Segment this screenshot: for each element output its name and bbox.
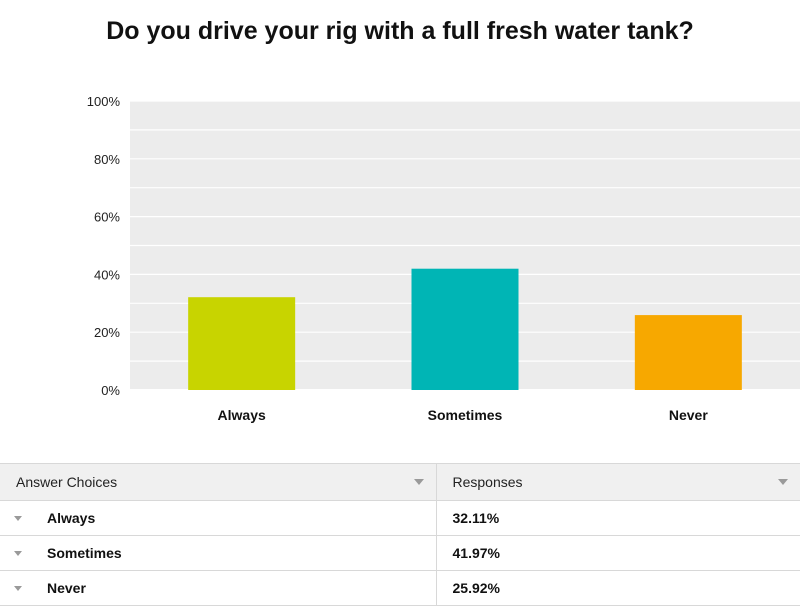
expand-row-icon[interactable] <box>14 516 22 521</box>
bar <box>188 297 296 390</box>
response-cell: 41.97% <box>435 535 800 571</box>
y-tick-label: 100% <box>87 94 121 109</box>
y-tick-label: 40% <box>94 267 120 282</box>
y-tick-label: 80% <box>94 152 120 167</box>
x-tick-label: Sometimes <box>428 407 503 423</box>
answer-choice-label: Never <box>47 580 86 596</box>
x-tick-label: Never <box>669 407 708 423</box>
header-answer-choices-label: Answer Choices <box>16 474 118 490</box>
header-answer-choices[interactable]: Answer Choices <box>0 463 436 501</box>
header-responses[interactable]: Responses <box>435 463 800 501</box>
table-row: Always 32.11% <box>0 500 800 536</box>
answer-choice-cell: Never <box>0 570 436 606</box>
response-cell: 25.92% <box>435 570 800 606</box>
table-header-row: Answer Choices Responses <box>0 463 800 501</box>
expand-row-icon[interactable] <box>14 551 22 556</box>
table-row: Sometimes 41.97% <box>0 535 800 571</box>
answer-choice-label: Always <box>47 510 96 526</box>
response-cell: 32.11% <box>435 500 800 536</box>
y-tick-label: 60% <box>94 210 120 225</box>
bar <box>411 268 519 390</box>
header-responses-label: Responses <box>452 474 523 490</box>
answer-choice-cell: Always <box>0 500 436 536</box>
y-tick-label: 20% <box>94 325 120 340</box>
answer-choice-label: Sometimes <box>47 545 122 561</box>
sort-dropdown-icon[interactable] <box>778 479 788 485</box>
y-tick-label: 0% <box>101 383 120 398</box>
sort-dropdown-icon[interactable] <box>413 479 424 485</box>
table-row: Never 25.92% <box>0 570 800 606</box>
expand-row-icon[interactable] <box>14 586 22 591</box>
chart-title: Do you drive your rig with a full fresh … <box>106 17 694 45</box>
bar-chart: 0% 20% 40% 60% 80% 100% Always Sometimes Never <box>87 94 800 423</box>
x-tick-label: Always <box>218 407 266 423</box>
results-table: Answer Choices Responses Always 32.11% S… <box>0 463 800 606</box>
answer-choice-cell: Sometimes <box>0 535 436 571</box>
bar <box>634 315 742 390</box>
